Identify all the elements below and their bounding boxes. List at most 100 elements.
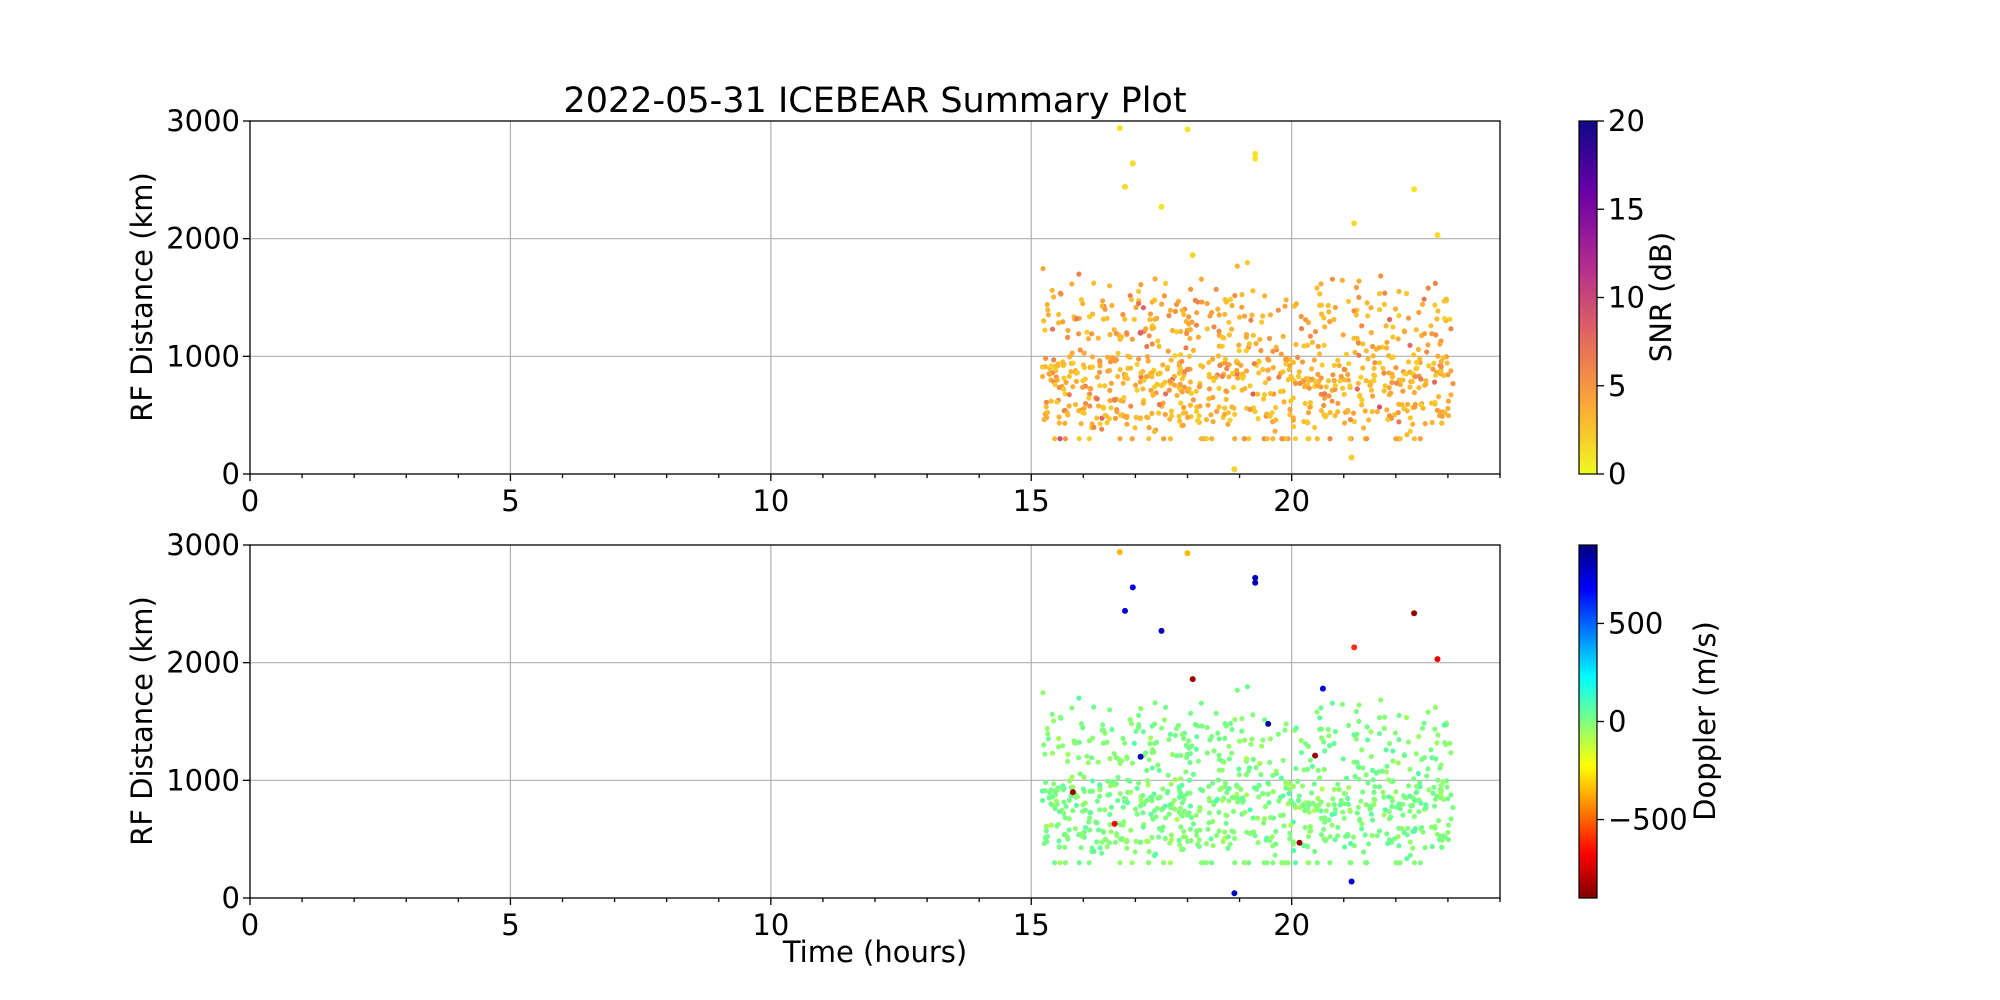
doppler-point bbox=[1407, 852, 1413, 858]
doppler-point bbox=[1237, 738, 1243, 744]
snr-point bbox=[1242, 436, 1248, 442]
snr-point bbox=[1414, 365, 1420, 371]
snr-point bbox=[1134, 387, 1140, 393]
snr-point bbox=[1260, 313, 1266, 319]
doppler-point bbox=[1070, 808, 1076, 814]
doppler-point bbox=[1421, 720, 1427, 726]
snr-point bbox=[1321, 402, 1327, 408]
snr-point bbox=[1302, 384, 1308, 390]
doppler-point bbox=[1107, 707, 1113, 713]
doppler-point bbox=[1187, 826, 1193, 832]
doppler-point bbox=[1300, 803, 1307, 809]
doppler-outlier-point bbox=[1111, 820, 1118, 827]
snr-point bbox=[1246, 341, 1252, 347]
doppler-point bbox=[1232, 717, 1238, 723]
snr-point bbox=[1042, 364, 1048, 370]
snr-point bbox=[1231, 384, 1237, 390]
doppler-point bbox=[1433, 756, 1439, 762]
snr-point bbox=[1176, 413, 1182, 419]
snr-point bbox=[1298, 326, 1305, 332]
doppler-point bbox=[1120, 735, 1126, 742]
doppler-point bbox=[1318, 735, 1325, 741]
doppler-point bbox=[1374, 833, 1380, 839]
snr-point bbox=[1183, 345, 1189, 351]
snr-point bbox=[1138, 370, 1144, 376]
doppler-outlier-point bbox=[1129, 584, 1136, 591]
snr-point bbox=[1243, 332, 1250, 338]
snr-point bbox=[1340, 332, 1346, 338]
snr-point bbox=[1124, 413, 1130, 419]
snr-point bbox=[1262, 380, 1268, 386]
snr-point bbox=[1355, 340, 1361, 346]
doppler-point bbox=[1323, 808, 1329, 814]
doppler-point bbox=[1113, 781, 1120, 787]
snr-point bbox=[1357, 392, 1363, 398]
doppler-point bbox=[1314, 709, 1320, 715]
doppler-point bbox=[1186, 738, 1192, 744]
doppler-point bbox=[1066, 797, 1072, 804]
snr-point bbox=[1346, 361, 1352, 367]
snr-point bbox=[1234, 358, 1240, 364]
snr-outlier-point bbox=[1116, 125, 1123, 132]
x-tick-label: 20 bbox=[1273, 908, 1310, 942]
doppler-point bbox=[1072, 826, 1079, 832]
doppler-point bbox=[1275, 731, 1281, 737]
doppler-point bbox=[1249, 736, 1255, 742]
doppler-colorbar: −500 0 500 Doppler (m/s) bbox=[1578, 544, 1722, 899]
colorbar-tick-label: 10 bbox=[1608, 281, 1645, 315]
snr-point bbox=[1301, 343, 1307, 349]
doppler-point bbox=[1045, 731, 1051, 737]
doppler-point bbox=[1167, 840, 1173, 846]
snr-point bbox=[1390, 354, 1396, 360]
snr-point bbox=[1056, 384, 1062, 391]
doppler-point bbox=[1056, 844, 1062, 850]
snr-point bbox=[1178, 328, 1184, 335]
snr-point bbox=[1062, 436, 1068, 442]
doppler-point bbox=[1120, 804, 1126, 810]
snr-point bbox=[1345, 371, 1351, 378]
doppler-point bbox=[1321, 766, 1327, 773]
doppler-point bbox=[1447, 740, 1453, 746]
snr-point bbox=[1432, 379, 1438, 385]
snr-point bbox=[1325, 378, 1331, 384]
snr-point bbox=[1382, 290, 1388, 296]
doppler-point bbox=[1376, 769, 1382, 775]
doppler-point bbox=[1056, 838, 1062, 844]
doppler-point bbox=[1276, 798, 1282, 804]
doppler-point bbox=[1309, 790, 1315, 796]
doppler-point bbox=[1045, 736, 1051, 742]
snr-point bbox=[1150, 392, 1156, 398]
snr-point bbox=[1045, 307, 1051, 313]
snr-point bbox=[1332, 413, 1338, 419]
doppler-point bbox=[1204, 750, 1210, 756]
snr-point bbox=[1347, 417, 1354, 423]
snr-point bbox=[1225, 410, 1231, 416]
doppler-point bbox=[1174, 816, 1180, 823]
doppler-outlier-point bbox=[1348, 878, 1355, 885]
snr-point bbox=[1307, 400, 1313, 406]
doppler-point bbox=[1390, 778, 1396, 784]
snr-point bbox=[1181, 369, 1188, 375]
snr-point bbox=[1318, 281, 1324, 287]
doppler-point bbox=[1340, 809, 1346, 815]
doppler-point bbox=[1155, 762, 1161, 768]
doppler-point bbox=[1149, 798, 1155, 804]
doppler-point bbox=[1181, 793, 1188, 799]
doppler-point bbox=[1055, 787, 1061, 793]
doppler-point bbox=[1290, 839, 1296, 845]
doppler-point bbox=[1438, 792, 1444, 799]
doppler-point bbox=[1056, 744, 1062, 750]
doppler-point bbox=[1341, 815, 1347, 821]
snr-point bbox=[1417, 436, 1423, 442]
snr-point bbox=[1041, 416, 1047, 423]
doppler-outlier-point bbox=[1158, 627, 1165, 634]
snr-point bbox=[1227, 417, 1233, 423]
snr-point bbox=[1119, 334, 1125, 340]
snr-point bbox=[1232, 436, 1238, 442]
doppler-point bbox=[1094, 839, 1100, 845]
doppler-point bbox=[1315, 795, 1321, 802]
doppler-point bbox=[1340, 756, 1346, 762]
doppler-point bbox=[1074, 794, 1080, 800]
doppler-point bbox=[1195, 723, 1201, 729]
doppler-point bbox=[1296, 793, 1302, 799]
